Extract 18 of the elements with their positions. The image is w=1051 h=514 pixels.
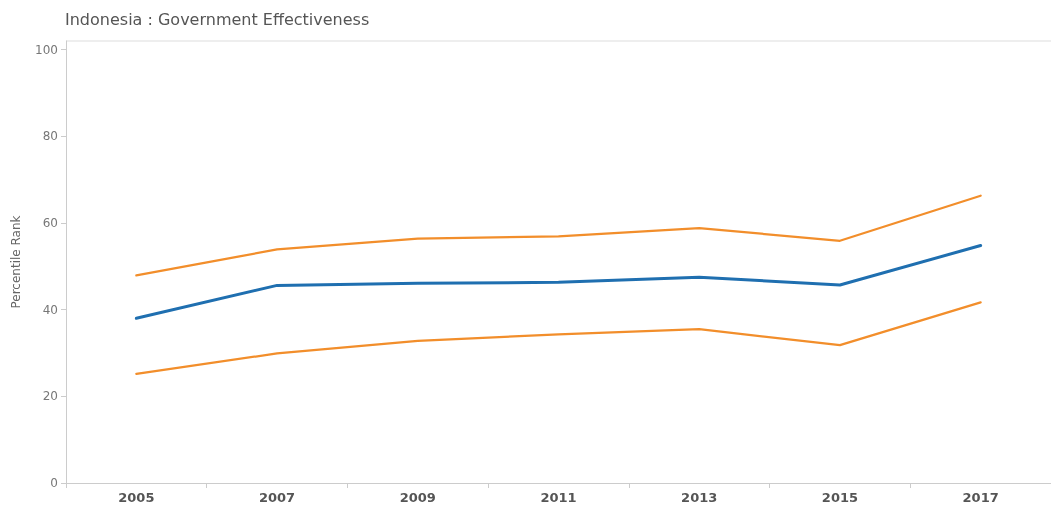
- line-series: [135, 301, 982, 375]
- x-tick-label: 2011: [540, 490, 577, 505]
- chart-title: Indonesia : Government Effectiveness: [65, 9, 370, 29]
- x-tick-label: 2017: [962, 490, 999, 505]
- y-tick-label: 20: [42, 389, 58, 404]
- y-tick-label: 60: [42, 216, 58, 230]
- y-tick-label: 100: [35, 42, 58, 57]
- line-series: [135, 194, 982, 277]
- y-tick-label: 0: [50, 476, 58, 490]
- line-series: [134, 244, 983, 320]
- y-axis-title: Percentile Rank: [9, 215, 23, 309]
- x-tick-label: 2015: [821, 490, 859, 505]
- x-tick-label: 2013: [681, 490, 718, 505]
- x-tick-label: 2005: [118, 490, 155, 505]
- y-tick-label: 40: [42, 302, 58, 317]
- x-tick-label: 2007: [258, 490, 296, 505]
- x-tick-label: 2009: [399, 490, 436, 505]
- y-tick-label: 80: [42, 129, 58, 144]
